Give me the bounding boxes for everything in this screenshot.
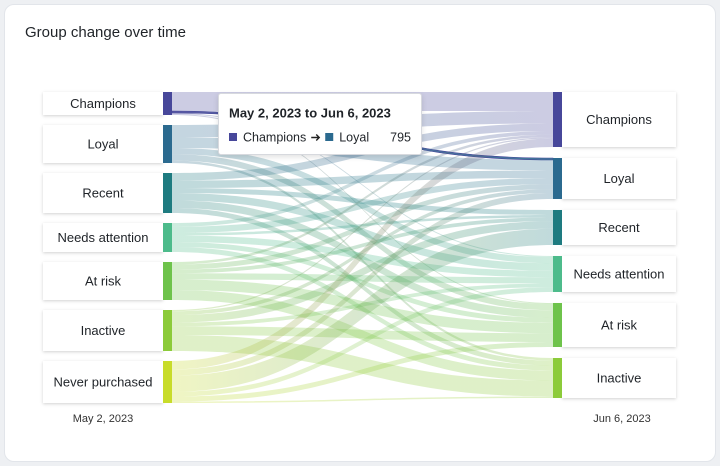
node-label: Loyal: [87, 136, 118, 151]
node-bar: [553, 209, 562, 245]
flow: [172, 138, 553, 370]
flow: [172, 131, 553, 227]
node-label: Never purchased: [54, 374, 153, 389]
node-bar: [163, 361, 172, 403]
node-bar: [163, 262, 172, 300]
tooltip-source: Champions: [243, 130, 306, 144]
flow: [172, 184, 553, 270]
flow: [172, 137, 553, 312]
node-bar: [163, 125, 172, 163]
node-bar: [553, 255, 562, 292]
tooltip-target: Loyal: [339, 130, 369, 144]
label-box: [43, 125, 163, 163]
flow: [172, 228, 553, 392]
node-bar: [553, 302, 562, 347]
node-label: Champions: [586, 112, 652, 127]
node-label: Champions: [70, 96, 136, 111]
node-label: Recent: [82, 185, 124, 200]
tooltip-value: 795: [390, 130, 411, 144]
tooltip-body: May 2, 2023 to Jun 6, 2023 Champions Loy…: [229, 105, 411, 144]
flow: [172, 192, 553, 376]
label-box: [43, 262, 163, 300]
node-bar: [163, 310, 172, 351]
flow: [172, 396, 553, 403]
tooltip-swatch: [325, 133, 334, 141]
label-box: [562, 158, 676, 199]
label-box: [43, 223, 163, 252]
label-box: [562, 358, 676, 398]
node-label: Needs attention: [57, 230, 148, 245]
node-label: Inactive: [81, 323, 126, 338]
tooltip-title: May 2, 2023 to Jun 6, 2023: [229, 105, 391, 120]
flow: [172, 335, 553, 397]
node-label: At risk: [601, 317, 638, 332]
node-bar: [163, 92, 172, 115]
flow: [172, 273, 553, 284]
node-bar: [553, 158, 562, 199]
node-bar: [553, 358, 562, 398]
flow: [172, 193, 553, 271]
node-bar: [163, 223, 172, 252]
tooltip: May 2, 2023 to Jun 6, 2023 Champions Loy…: [218, 93, 422, 155]
tooltip-arrow: [311, 134, 321, 141]
flow: [172, 134, 553, 265]
label-box: [43, 361, 163, 403]
label-box: [562, 255, 676, 292]
flow: [172, 113, 553, 304]
label-box: [43, 310, 163, 351]
node-label: Loyal: [603, 171, 634, 186]
label-box: [562, 92, 676, 147]
node-label: Recent: [598, 220, 640, 235]
date-label: May 2, 2023: [73, 413, 134, 425]
node-bar: [553, 92, 562, 147]
tooltip-swatch: [229, 133, 237, 141]
flow: [172, 326, 553, 342]
flow: [172, 221, 553, 323]
node-label: At risk: [85, 273, 122, 288]
label-box: [562, 302, 676, 347]
date-label: Jun 6, 2023: [593, 413, 651, 425]
chart-title: Group change over time: [25, 24, 186, 41]
node-label: Needs attention: [573, 266, 664, 281]
flow: [172, 217, 553, 274]
node-bar: [163, 173, 172, 213]
flow: [172, 287, 553, 397]
label-box: [562, 209, 676, 245]
label-box: [43, 92, 163, 115]
label-box: [43, 173, 163, 213]
node-label: Inactive: [597, 370, 642, 385]
flow: [172, 188, 553, 215]
flow: [172, 112, 553, 257]
flow: [172, 342, 553, 402]
flow: [172, 177, 553, 233]
